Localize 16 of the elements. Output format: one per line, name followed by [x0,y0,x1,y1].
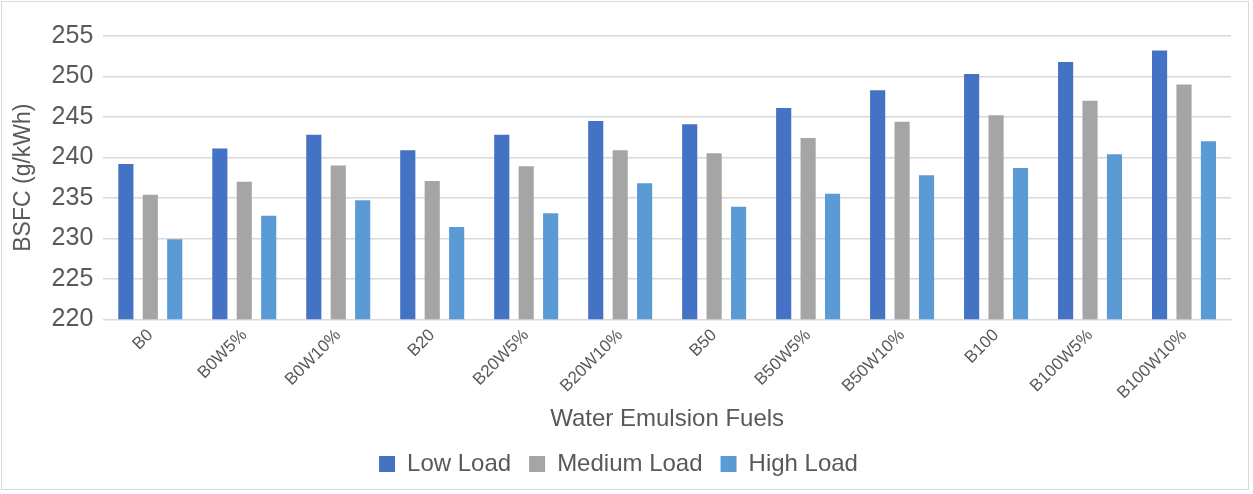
y-tick-label: 255 [51,19,94,48]
y-tick-label: 245 [51,100,94,129]
legend-label: Low Load [407,448,512,476]
y-tick-label: 225 [51,262,94,291]
y-tick-label: 250 [51,60,94,89]
y-tick-label: 220 [51,303,94,332]
x-tick-label: B0 [128,325,157,354]
y-axis-title: BSFC (g/kWh) [9,103,36,252]
legend-label: Medium Load [557,448,703,476]
y-tick-label: 235 [51,181,94,210]
legend-label: High Load [748,448,858,476]
x-tick-label: B20 [403,325,439,361]
y-tick-label: 240 [51,141,94,170]
x-tick-label: B50 [685,325,721,361]
x-axis-title: Water Emulsion Fuels [550,404,785,432]
y-tick-label: 230 [51,222,94,251]
